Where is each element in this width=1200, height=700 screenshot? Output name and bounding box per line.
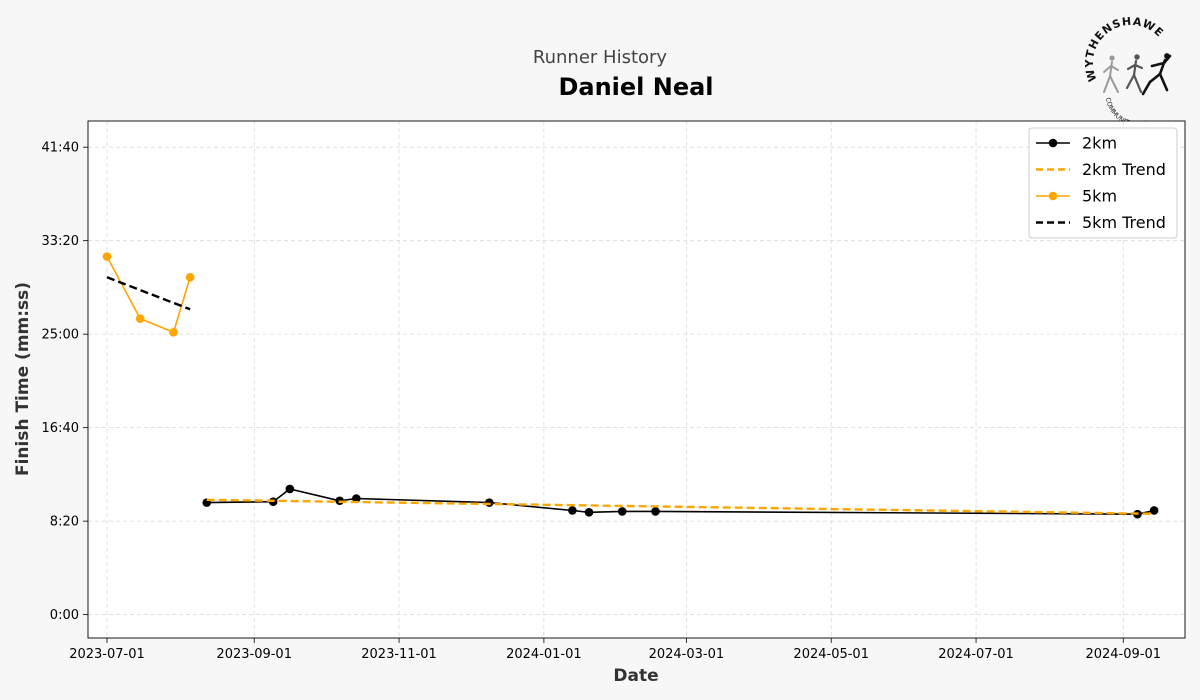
data-point-5km: [135, 314, 145, 323]
x-tick-label: 2024-01-01: [506, 647, 582, 662]
x-tick-label: 2023-09-01: [216, 647, 292, 662]
plot-area: [87, 120, 1186, 639]
data-point-2km: [651, 507, 660, 516]
data-point-5km: [185, 273, 195, 282]
data-point-5km: [169, 327, 178, 337]
y-tick-label: 33:20: [42, 234, 79, 249]
plot-background: [88, 121, 1185, 638]
series-line-5km-trend: [106, 276, 191, 311]
chart-subtitle: Runner History: [533, 47, 668, 68]
series-5km: [102, 252, 195, 337]
data-point-2km: [617, 507, 627, 516]
legend: 2km 2km Trend 5km 5km Trend: [1028, 127, 1178, 239]
x-tick-label: 2023-11-01: [361, 647, 437, 662]
series-5km-trend: [106, 276, 191, 311]
x-tick-label: 2023-07-01: [69, 647, 145, 662]
y-axis-title: Finish Time (mm:ss): [13, 282, 33, 476]
x-tick-label: 2024-05-01: [793, 647, 869, 662]
x-axis: 2023-07-01 2023-09-01 2023-11-01 2024-01-01…: [69, 638, 1161, 662]
y-tick-label: 0:00: [50, 608, 79, 623]
series-line-2km-trend: [206, 498, 1155, 515]
data-point-2km: [1149, 506, 1159, 515]
x-tick-label: 2024-03-01: [649, 647, 725, 662]
series-2km-trend: [206, 498, 1155, 515]
chart-title: Daniel Neal: [558, 73, 713, 101]
y-axis: 0:00 8:20 16:40 25:00 33:20 41:40: [42, 141, 88, 623]
legend-entry-2km: 2km: [1036, 134, 1117, 153]
legend-entry-5km: 5km: [1036, 187, 1117, 206]
x-tick-label: 2024-09-01: [1085, 647, 1161, 662]
logo-name: WYTHENSHAWE: [1083, 15, 1166, 83]
x-tick-label: 2024-07-01: [938, 647, 1014, 662]
legend-box: [1028, 127, 1178, 239]
series-line-5km: [106, 256, 191, 334]
legend-marker: [1048, 138, 1058, 148]
legend-entry-5km-trend: 5km Trend: [1036, 213, 1166, 232]
legend-marker: [1048, 191, 1058, 201]
data-point-2km: [584, 508, 594, 517]
data-point-2km: [285, 484, 295, 494]
legend-label: 5km: [1082, 187, 1117, 206]
runners-logo-icon: WYTHENSHAWE COMMUNITY RUN: [1083, 15, 1172, 128]
y-tick-label: 16:40: [42, 421, 79, 436]
x-axis-title: Date: [613, 666, 658, 686]
plot-frame: [87, 120, 1186, 639]
legend-entry-2km-trend: 2km Trend: [1036, 160, 1166, 179]
data-point-2km: [568, 506, 577, 515]
legend-label: 2km Trend: [1082, 160, 1166, 179]
y-tick-label: 25:00: [42, 328, 79, 343]
series-layer: [102, 252, 1159, 519]
data-point-5km: [102, 252, 112, 261]
legend-label: 2km: [1082, 134, 1117, 153]
y-tick-label: 8:20: [50, 515, 79, 530]
data-point-2km: [484, 498, 494, 507]
data-point-2km: [352, 494, 361, 503]
y-tick-label: 41:40: [42, 141, 79, 156]
legend-label: 5km Trend: [1082, 213, 1166, 232]
